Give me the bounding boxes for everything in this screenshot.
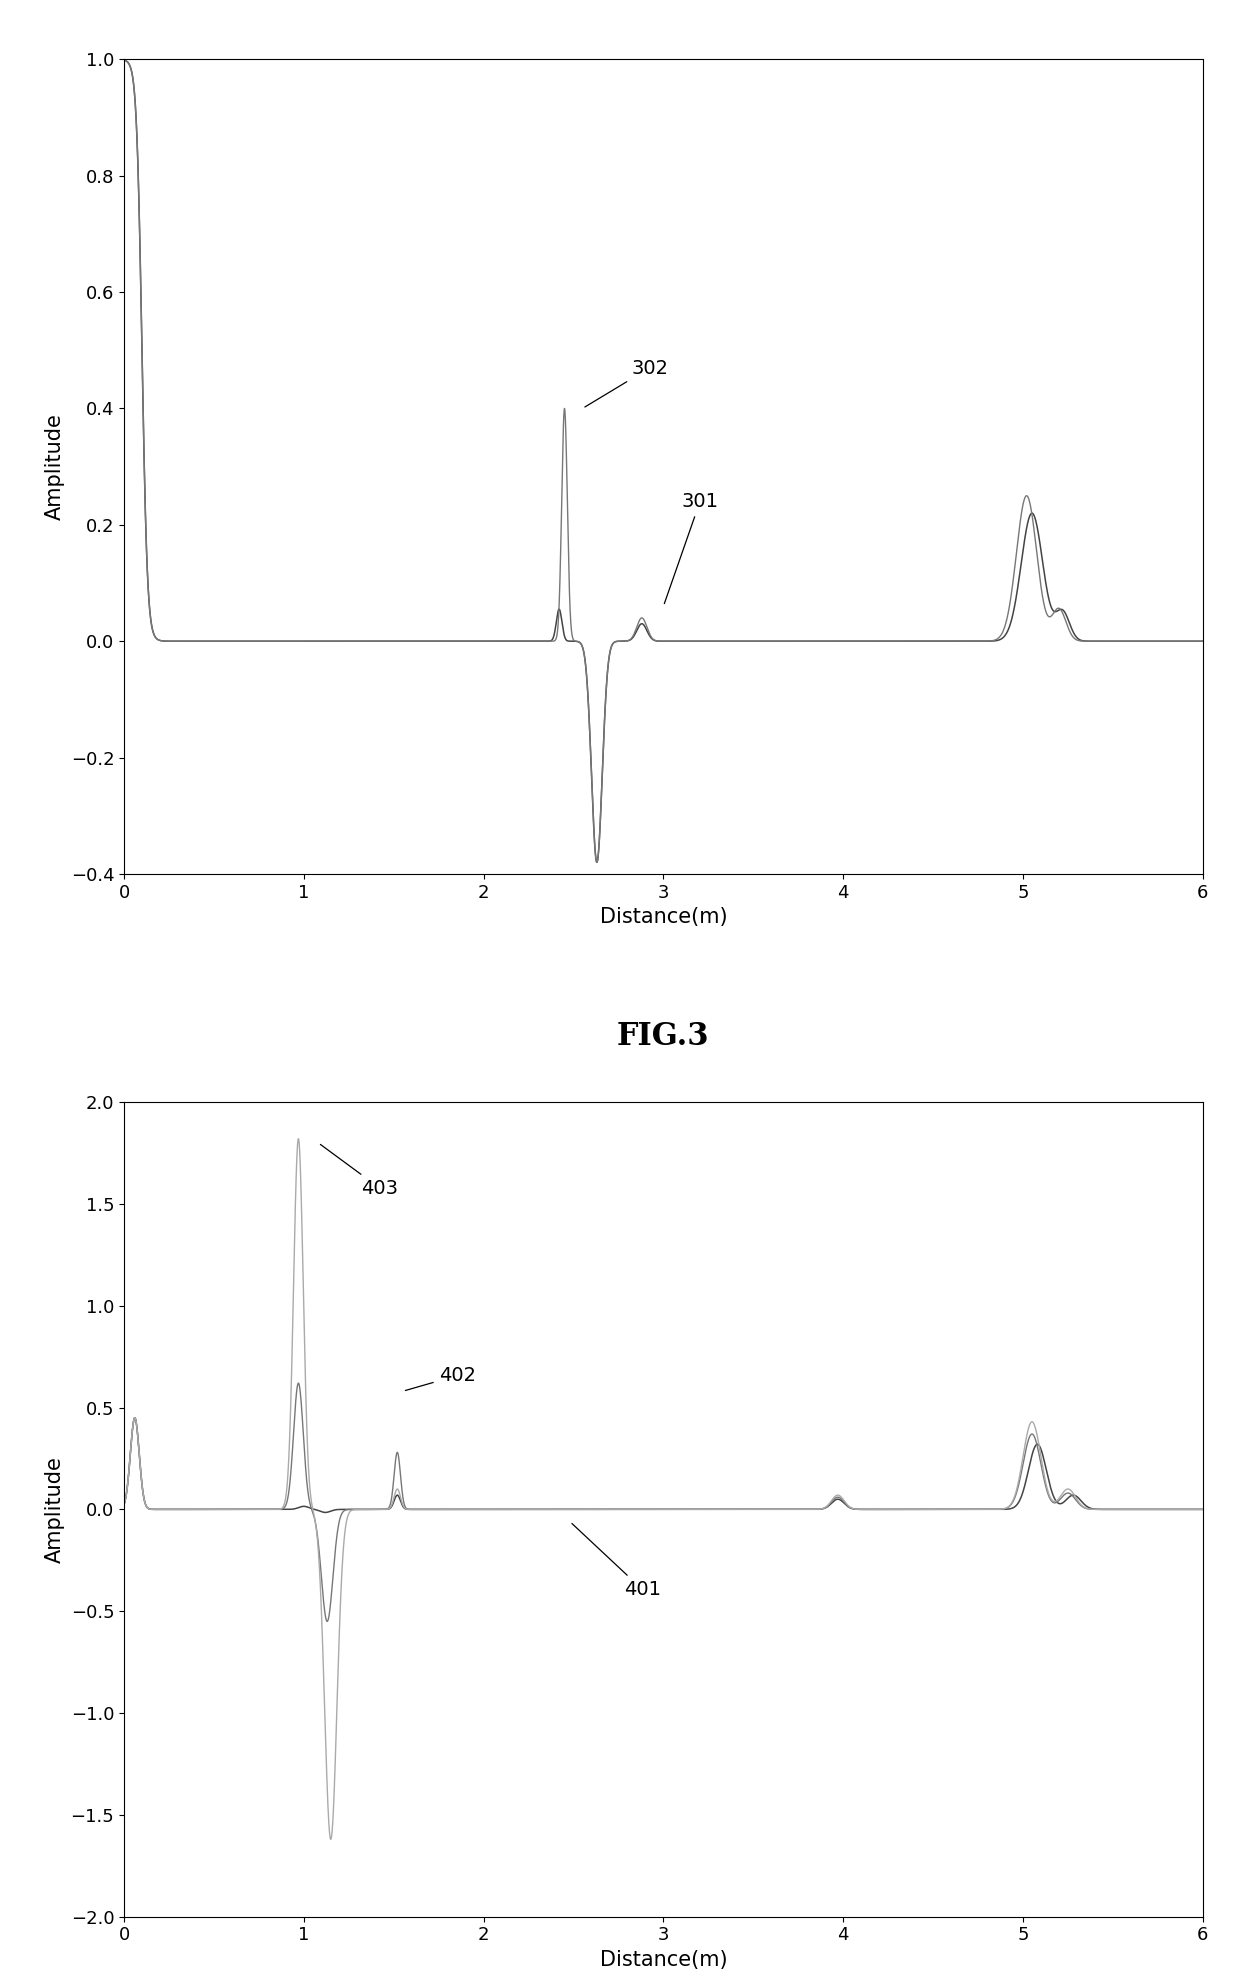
Text: 302: 302 (585, 358, 668, 407)
X-axis label: Distance(m): Distance(m) (600, 1950, 727, 1970)
Text: 301: 301 (665, 492, 718, 603)
Text: FIG.3: FIG.3 (618, 1020, 709, 1051)
X-axis label: Distance(m): Distance(m) (600, 907, 727, 927)
Text: 403: 403 (320, 1144, 398, 1197)
Y-axis label: Amplitude: Amplitude (45, 1456, 64, 1563)
Text: 402: 402 (405, 1365, 476, 1391)
Y-axis label: Amplitude: Amplitude (45, 413, 64, 520)
Text: 401: 401 (572, 1523, 661, 1599)
